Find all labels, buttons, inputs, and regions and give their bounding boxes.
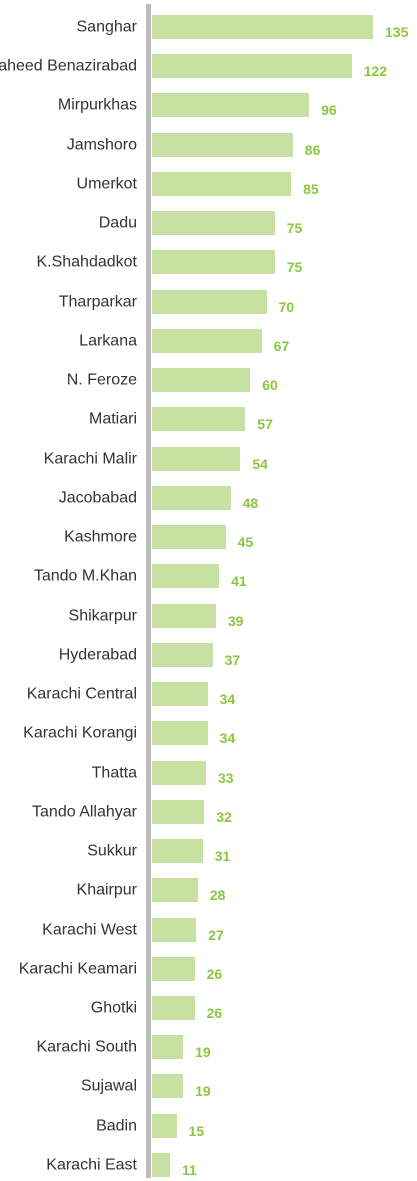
bar [152, 171, 292, 196]
category-label: Dadu [98, 214, 137, 232]
value-label: 70 [278, 298, 295, 315]
bar [152, 407, 246, 432]
bar [152, 1035, 184, 1060]
value-label: 34 [219, 691, 236, 708]
value-label: 96 [321, 102, 337, 119]
category-label: Karachi Malir [43, 450, 137, 468]
bar [152, 642, 213, 667]
value-label: 45 [237, 534, 254, 551]
category-label: Jamshoro [66, 136, 137, 154]
value-label: 39 [227, 612, 244, 629]
category-label: Khairpur [76, 881, 137, 899]
value-label: 75 [286, 220, 303, 237]
value-label: 48 [242, 494, 259, 511]
bar [152, 525, 226, 550]
bar [152, 54, 352, 79]
category-label: Shikarpur [68, 607, 137, 625]
category-label: Shaheed Benazirabad [0, 57, 137, 75]
category-label: N. Feroze [66, 371, 137, 389]
value-label: 31 [214, 848, 231, 865]
bar [152, 682, 208, 707]
value-label: 75 [286, 259, 303, 276]
value-label: 32 [216, 808, 232, 825]
bar [152, 132, 293, 157]
value-label: 26 [206, 965, 223, 982]
value-label: 28 [209, 887, 226, 904]
bar [152, 93, 310, 118]
category-label: Karachi Central [26, 685, 137, 703]
category-label: Ghotki [90, 999, 137, 1017]
value-label: 27 [208, 926, 224, 943]
value-label: 135 [385, 24, 409, 40]
axis-line [146, 4, 151, 1178]
value-label: 34 [219, 730, 236, 747]
category-label: Thatta [91, 764, 137, 782]
value-label: 60 [262, 377, 278, 394]
category-label: Karachi South [36, 1038, 137, 1056]
category-label: Umerkot [76, 175, 137, 193]
value-label: 33 [218, 769, 234, 786]
category-label: Sanghar [76, 18, 138, 36]
category-label: Mirpurkhas [57, 96, 137, 114]
value-label: 15 [188, 1122, 205, 1139]
bar [152, 799, 205, 824]
bar [152, 446, 241, 471]
category-label: Badin [96, 1117, 137, 1135]
bar [152, 250, 275, 275]
value-label: 11 [182, 1161, 197, 1178]
value-label: 57 [257, 416, 273, 433]
bar [152, 721, 208, 746]
bar [152, 956, 195, 981]
bar [152, 485, 231, 510]
category-label: Karachi Keamari [18, 960, 137, 978]
value-label: 122 [363, 63, 388, 80]
category-label: Jacobabad [58, 489, 137, 507]
bar [152, 564, 220, 589]
category-label: Larkana [79, 332, 137, 350]
bar [152, 917, 197, 942]
bar [152, 1152, 170, 1177]
category-label: Karachi Korangi [23, 724, 137, 742]
bar [152, 211, 275, 236]
category-label: Hyderabad [58, 646, 137, 664]
category-label: Sujawal [80, 1077, 137, 1095]
bar [152, 839, 203, 864]
value-label: 85 [303, 180, 319, 197]
category-label: Tando Allahyar [32, 803, 137, 821]
bar [152, 368, 251, 393]
category-label: Karachi West [42, 921, 137, 939]
category-label: Karachi East [46, 1156, 137, 1174]
bar [152, 1074, 184, 1099]
value-label: 19 [195, 1083, 211, 1100]
value-label: 41 [231, 573, 247, 590]
bar [152, 603, 216, 628]
value-label: 19 [195, 1044, 211, 1061]
value-label: 37 [224, 651, 241, 668]
value-label: 86 [304, 141, 321, 158]
category-label: Tharparkar [58, 293, 137, 311]
bar [152, 996, 195, 1020]
value-label: 26 [206, 1005, 223, 1021]
bar [152, 328, 262, 353]
category-label: Tando M.Khan [33, 567, 137, 585]
bar [152, 289, 267, 314]
category-label: Matiari [88, 410, 137, 428]
bar [152, 15, 373, 39]
value-label: 67 [273, 337, 290, 354]
value-label: 54 [252, 455, 268, 472]
category-label: Sukkur [87, 842, 137, 860]
bar [152, 760, 207, 785]
category-label: K.Shahdadkot [36, 253, 137, 271]
category-label: Kashmore [64, 528, 137, 546]
bar [152, 1113, 177, 1138]
bar [152, 878, 198, 903]
